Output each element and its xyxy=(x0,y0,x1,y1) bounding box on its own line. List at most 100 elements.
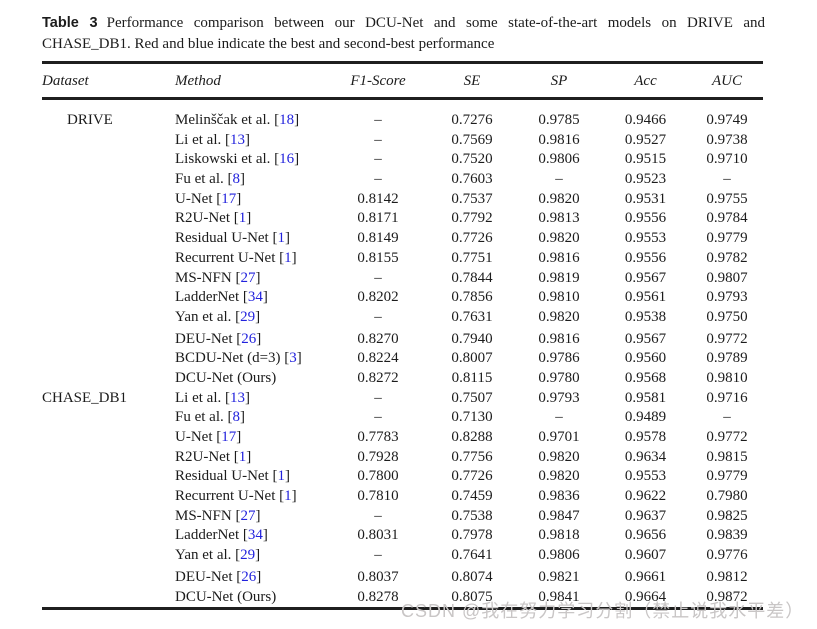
cell-f1-score: – xyxy=(374,547,382,564)
cell-auc: 0.9812 xyxy=(706,568,748,585)
citation-link[interactable]: 13 xyxy=(229,131,245,148)
cell-se: 0.7978 xyxy=(451,527,493,544)
citation-link[interactable]: 26 xyxy=(241,568,257,585)
cell-dataset xyxy=(42,330,175,350)
cell-dataset xyxy=(42,526,175,546)
table-row: R2U-Net [1] 0.8171 0.7792 0.9813 0.9556 0.978… xyxy=(42,209,763,229)
cell-auc: 0.9772 xyxy=(706,429,748,445)
cell-dataset xyxy=(42,288,175,308)
cell-auc: 0.9750 xyxy=(706,308,748,325)
citation-link[interactable]: 27 xyxy=(240,269,256,286)
table-row: LadderNet [34] 0.8202 0.7856 0.9810 0.9561 0.… xyxy=(42,288,763,308)
table-row: DRIVE Melinščak et al. [18] – 0.7276 0.9785 0… xyxy=(42,111,763,131)
cell-se: 0.8288 xyxy=(451,429,493,445)
cell-acc: 0.9553 xyxy=(624,468,667,485)
table-row: MS-NFN [27] – 0.7538 0.9847 0.9637 0.9825 xyxy=(42,507,763,527)
cell-method: Yan et al. [29] xyxy=(175,308,261,325)
table-row: CHASE_DB1 Li et al. [13] – 0.7507 0.9793 0.95… xyxy=(42,389,763,409)
citation-link[interactable]: 3 xyxy=(289,350,297,367)
cell-auc: 0.9810 xyxy=(706,369,748,386)
citation-link[interactable]: 34 xyxy=(247,289,263,306)
cell-method: LadderNet [34] xyxy=(175,527,268,544)
cell-f1-score: 0.8155 xyxy=(357,249,399,266)
citation-link[interactable]: 1 xyxy=(277,468,285,485)
cell-sp: 0.9820 xyxy=(538,308,580,325)
cell-se: 0.7459 xyxy=(451,488,493,505)
cell-method: MS-NFN [27] xyxy=(175,269,261,286)
cell-sp: 0.9818 xyxy=(538,527,580,544)
citation-link[interactable]: 27 xyxy=(240,507,256,524)
cell-dataset xyxy=(42,308,175,328)
cell-se: 0.7940 xyxy=(451,330,493,347)
table-row: DCU-Net (Ours) 0.8278 0.8075 0.9841 0.9664 0.… xyxy=(42,588,763,608)
citation-link[interactable]: 16 xyxy=(279,151,295,168)
cell-auc: 0.9749 xyxy=(706,112,748,128)
cell-auc: 0.9779 xyxy=(706,230,748,247)
cell-method: Fu et al. [8] xyxy=(175,171,245,188)
cell-se: 0.7756 xyxy=(451,448,493,465)
cell-se: 0.7844 xyxy=(451,269,493,286)
cell-dataset xyxy=(42,408,175,428)
cell-f1-score: – xyxy=(374,112,382,128)
cell-se: 0.7276 xyxy=(451,112,493,128)
cell-method: DCU-Net (Ours) xyxy=(175,369,277,386)
citation-link[interactable]: 1 xyxy=(284,249,292,266)
citation-link[interactable]: 17 xyxy=(221,429,237,445)
table-row: DEU-Net [26] 0.8037 0.8074 0.9821 0.9661 0.98… xyxy=(42,568,763,588)
citation-link[interactable]: 29 xyxy=(240,308,256,325)
citation-link[interactable]: 13 xyxy=(229,389,245,406)
cell-auc: 0.9789 xyxy=(706,350,748,367)
citation-link[interactable]: 26 xyxy=(241,330,257,347)
cell-method: Yan et al. [29] xyxy=(175,547,261,564)
cell-dataset xyxy=(42,349,175,369)
cell-sp: 0.9836 xyxy=(538,488,580,505)
cell-acc: 0.9553 xyxy=(624,230,667,247)
table-body: DRIVE Melinščak et al. [18] – 0.7276 0.9785 0… xyxy=(42,111,763,607)
cell-f1-score: 0.8031 xyxy=(357,527,399,544)
cell-se: 0.7538 xyxy=(451,507,493,524)
citation-link[interactable]: 1 xyxy=(238,448,247,465)
citation-link[interactable]: 1 xyxy=(238,210,247,227)
cell-sp: 0.9820 xyxy=(538,190,580,207)
cell-dataset xyxy=(42,229,175,249)
cell-sp: 0.9780 xyxy=(538,369,580,386)
cell-method: Liskowski et al. [16] xyxy=(175,151,300,168)
cell-dataset xyxy=(42,131,175,151)
cell-f1-score: 0.8270 xyxy=(357,330,399,347)
cell-sp: 0.9820 xyxy=(538,448,580,465)
cell-sp: 0.9810 xyxy=(538,289,580,306)
cell-se: 0.7520 xyxy=(451,151,493,168)
cell-method: LadderNet [34] xyxy=(175,289,268,306)
cell-sp: – xyxy=(555,409,563,426)
cell-sp: 0.9793 xyxy=(538,389,580,406)
citation-link[interactable]: 18 xyxy=(279,112,295,128)
citation-link[interactable]: 1 xyxy=(284,488,292,505)
citation-link[interactable]: 8 xyxy=(232,409,241,426)
citation-link[interactable]: 8 xyxy=(232,171,241,188)
cell-f1-score: – xyxy=(374,389,382,406)
cell-method: Li et al. [13] xyxy=(175,389,250,406)
citation-link[interactable]: 34 xyxy=(247,527,263,544)
cell-dataset xyxy=(42,269,175,289)
cell-method: Recurrent U-Net [1] xyxy=(175,488,297,505)
cell-acc: 0.9523 xyxy=(624,171,667,188)
cell-f1-score: – xyxy=(374,409,382,426)
cell-auc: – xyxy=(723,171,731,188)
citation-link[interactable]: 17 xyxy=(221,190,237,207)
cell-dataset xyxy=(42,487,175,507)
cell-dataset xyxy=(42,428,175,448)
cell-acc: 0.9567 xyxy=(624,269,667,286)
cell-acc: 0.9578 xyxy=(624,429,667,445)
cell-method: BCDU-Net (d=3) [3] xyxy=(175,350,302,367)
table-row: Yan et al. [29] – 0.7641 0.9806 0.9607 0.9776 xyxy=(42,546,763,566)
citation-link[interactable]: 29 xyxy=(240,547,256,564)
cell-method: R2U-Net [1] xyxy=(175,448,252,465)
cell-acc: 0.9527 xyxy=(624,131,667,148)
cell-sp: 0.9816 xyxy=(538,249,580,266)
table-header-rule xyxy=(42,97,763,100)
cell-se: 0.8075 xyxy=(451,588,493,605)
cell-dataset xyxy=(42,448,175,468)
citation-link[interactable]: 1 xyxy=(277,230,285,247)
cell-method: Residual U-Net [1] xyxy=(175,230,290,247)
cell-se: 0.8115 xyxy=(451,369,493,386)
